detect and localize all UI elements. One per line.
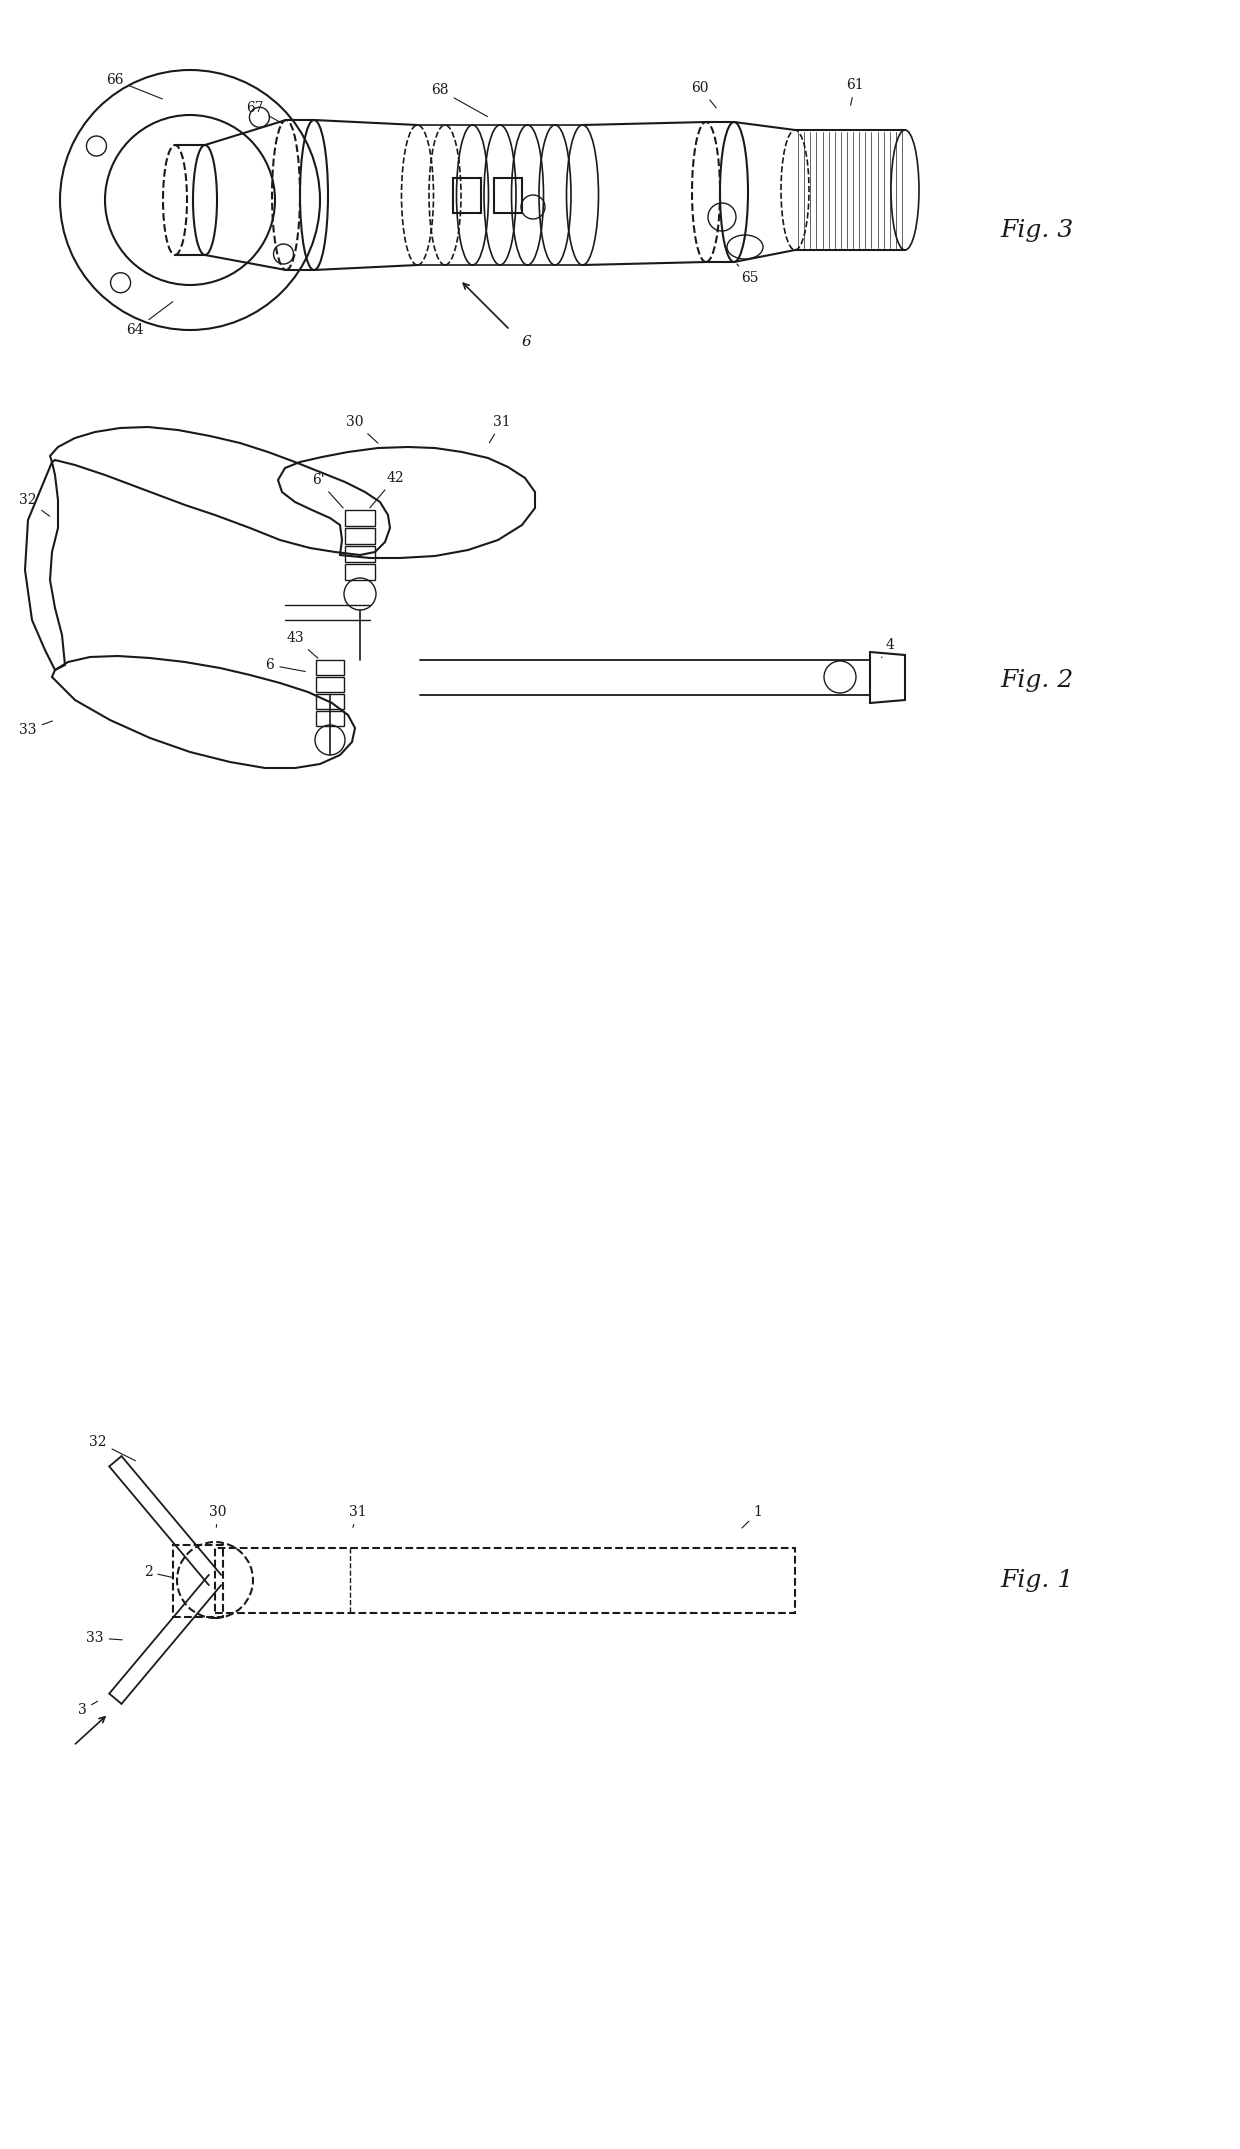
Bar xyxy=(316,711,343,726)
Text: 60: 60 xyxy=(691,82,717,107)
Text: 30: 30 xyxy=(346,415,378,443)
Text: 30: 30 xyxy=(210,1504,227,1528)
Text: Fig. 3: Fig. 3 xyxy=(999,219,1074,241)
Text: 32: 32 xyxy=(20,492,50,516)
Bar xyxy=(345,563,374,580)
Text: 4: 4 xyxy=(882,638,894,658)
Bar xyxy=(215,1547,795,1614)
Text: 1: 1 xyxy=(742,1504,763,1528)
Bar xyxy=(453,178,481,213)
Text: 65: 65 xyxy=(737,264,759,286)
Bar xyxy=(345,509,374,527)
Bar xyxy=(174,1545,223,1616)
Text: 6: 6 xyxy=(265,658,305,673)
Text: Fig. 2: Fig. 2 xyxy=(999,668,1074,692)
Bar xyxy=(316,660,343,675)
Text: 42: 42 xyxy=(370,471,404,507)
Bar xyxy=(316,677,343,692)
Text: 33: 33 xyxy=(20,720,52,737)
Text: 33: 33 xyxy=(87,1631,123,1644)
Text: 32: 32 xyxy=(89,1436,135,1461)
Text: 61: 61 xyxy=(846,77,864,105)
Bar xyxy=(495,178,522,213)
Text: 2: 2 xyxy=(144,1564,172,1580)
Text: 3: 3 xyxy=(78,1702,98,1717)
Text: 31: 31 xyxy=(490,415,511,443)
Text: Fig. 1: Fig. 1 xyxy=(999,1569,1074,1592)
Text: 66: 66 xyxy=(107,73,162,99)
Text: 64: 64 xyxy=(126,301,172,337)
Bar xyxy=(316,694,343,709)
Bar xyxy=(345,529,374,544)
Text: 68: 68 xyxy=(432,84,487,116)
Text: 31: 31 xyxy=(350,1504,367,1528)
Text: 67: 67 xyxy=(247,101,283,125)
Text: 43: 43 xyxy=(286,632,317,658)
Text: 6: 6 xyxy=(522,335,532,348)
Text: 6': 6' xyxy=(311,473,343,507)
Bar xyxy=(345,546,374,563)
